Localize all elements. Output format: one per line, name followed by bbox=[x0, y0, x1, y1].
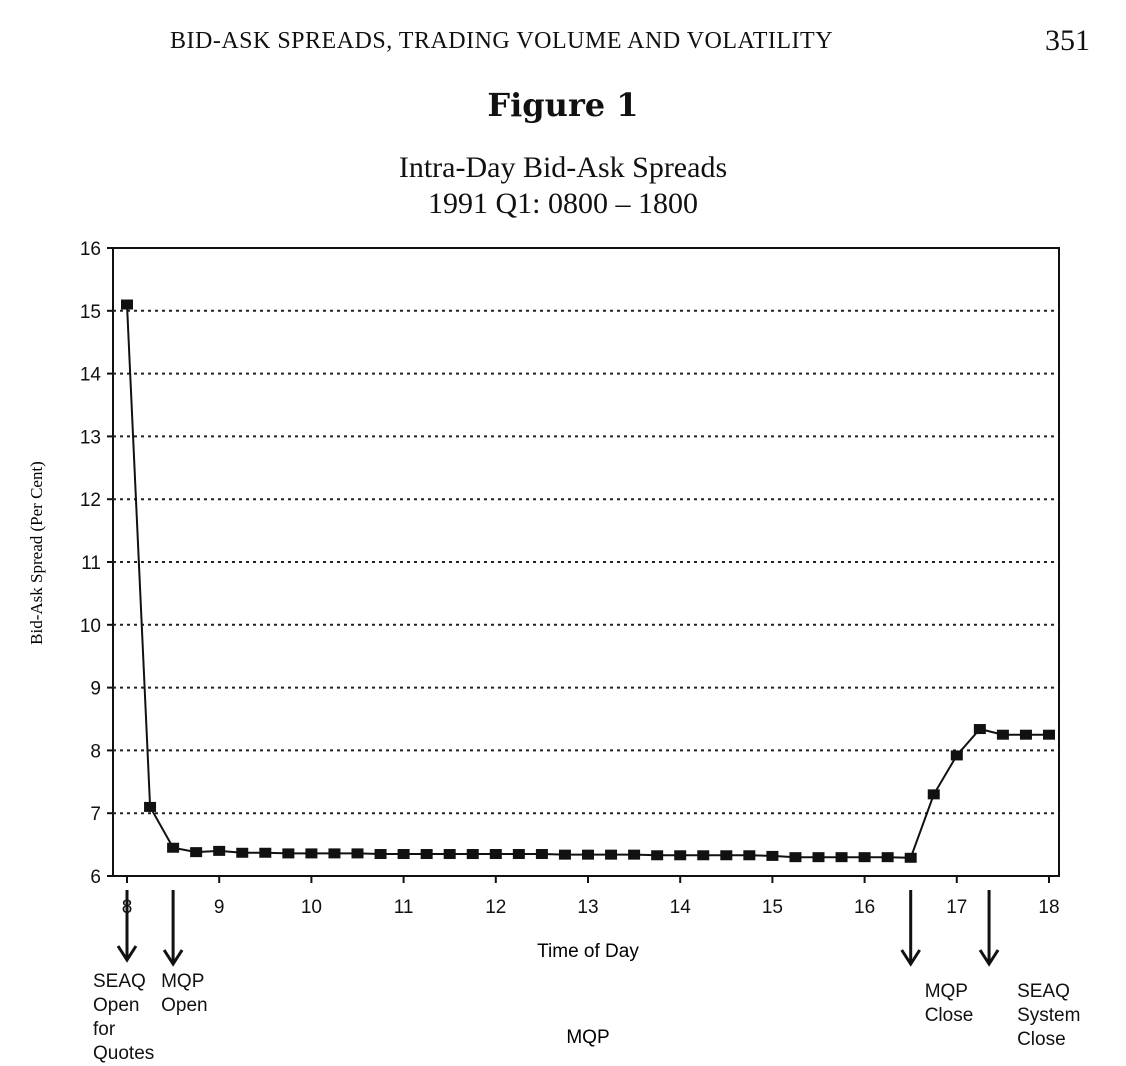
x-tick-label: 11 bbox=[394, 897, 414, 918]
x-tick-label: 15 bbox=[762, 897, 783, 918]
data-point bbox=[950, 750, 963, 761]
y-tick-label: 15 bbox=[80, 302, 101, 323]
annotation-arrowhead bbox=[116, 945, 138, 963]
running-head: BID-ASK SPREADS, TRADING VOLUME AND VOLA… bbox=[170, 28, 834, 54]
data-point bbox=[973, 724, 986, 735]
figure-label: Figure 1 bbox=[487, 86, 639, 124]
data-point bbox=[512, 849, 525, 860]
annotation-text: SEAQ bbox=[1017, 981, 1070, 1002]
data-point bbox=[720, 850, 733, 861]
period-label: MQP bbox=[566, 1027, 609, 1048]
data-point bbox=[996, 729, 1009, 740]
series-line bbox=[126, 304, 1049, 859]
y-tick-label: 12 bbox=[80, 490, 101, 511]
data-point bbox=[259, 847, 272, 858]
data-point bbox=[1019, 729, 1032, 740]
data-point bbox=[328, 848, 341, 859]
chart-subtitle: 1991 Q1: 0800 – 1800 bbox=[428, 187, 698, 220]
y-tick-label: 13 bbox=[80, 427, 101, 448]
y-tick-label: 16 bbox=[80, 239, 101, 260]
data-point bbox=[881, 852, 894, 863]
data-point bbox=[443, 849, 456, 860]
annotation-text: Close bbox=[1017, 1029, 1066, 1050]
data-point bbox=[420, 849, 433, 860]
y-axis-label: Bid-Ask Spread (Per Cent) bbox=[27, 461, 46, 645]
gridlines bbox=[113, 309, 1059, 815]
x-tick-label: 16 bbox=[854, 897, 875, 918]
annotation-text: Quotes bbox=[93, 1043, 154, 1064]
data-point bbox=[213, 845, 226, 856]
annotation-text: SEAQ bbox=[93, 971, 146, 992]
data-point bbox=[144, 801, 157, 812]
axes: 67891011121314151689101112131415161718 bbox=[80, 239, 1060, 918]
annotation-text: for bbox=[93, 1019, 116, 1040]
x-tick-label: 12 bbox=[485, 897, 506, 918]
data-point bbox=[858, 852, 871, 863]
data-point bbox=[558, 849, 571, 860]
x-axis-label: Time of Day bbox=[537, 941, 639, 962]
page-number: 351 bbox=[1045, 24, 1090, 57]
y-tick-label: 8 bbox=[90, 741, 101, 762]
annotation-arrowhead bbox=[162, 949, 184, 967]
series bbox=[121, 299, 1055, 863]
annotation-text: MQP bbox=[925, 981, 968, 1002]
data-point bbox=[904, 852, 917, 863]
x-tick-label: 14 bbox=[670, 897, 692, 918]
data-point bbox=[835, 852, 848, 863]
data-point bbox=[489, 849, 502, 860]
chart-title-block: Intra-Day Bid-Ask Spreads 1991 Q1: 0800 … bbox=[0, 150, 1126, 222]
y-tick-label: 7 bbox=[90, 804, 101, 825]
chart-title: Intra-Day Bid-Ask Spreads bbox=[398, 151, 728, 184]
x-tick-label: 17 bbox=[946, 897, 967, 918]
data-point bbox=[697, 850, 710, 861]
y-tick-label: 14 bbox=[80, 365, 102, 386]
annotation-text: Open bbox=[93, 995, 139, 1016]
x-tick-label: 13 bbox=[577, 897, 598, 918]
y-tick-label: 10 bbox=[80, 616, 101, 637]
data-point bbox=[351, 848, 364, 859]
annotation-text: MQP bbox=[161, 971, 204, 992]
data-point bbox=[1043, 729, 1055, 740]
y-tick-label: 6 bbox=[90, 867, 101, 888]
annotation-text: Close bbox=[925, 1005, 974, 1026]
data-point bbox=[374, 849, 387, 860]
data-point bbox=[167, 842, 180, 853]
data-point bbox=[582, 849, 594, 860]
data-point bbox=[305, 848, 318, 859]
annotation-text: Open bbox=[161, 995, 207, 1016]
data-point bbox=[397, 849, 410, 860]
y-tick-label: 11 bbox=[81, 553, 101, 574]
y-tick-label: 9 bbox=[90, 679, 101, 700]
data-point bbox=[927, 789, 940, 800]
data-point bbox=[190, 847, 203, 858]
x-tick-label: 18 bbox=[1038, 897, 1059, 918]
x-tick-label: 9 bbox=[214, 897, 225, 918]
data-point bbox=[282, 848, 295, 859]
data-point bbox=[812, 852, 825, 863]
data-point bbox=[236, 847, 249, 858]
annotation-arrowhead bbox=[900, 949, 921, 967]
annotation-arrowhead bbox=[978, 949, 1000, 967]
data-point bbox=[466, 849, 479, 860]
annotation-text: System bbox=[1017, 1005, 1080, 1026]
data-point bbox=[605, 849, 618, 860]
data-point bbox=[535, 849, 548, 860]
data-point bbox=[674, 850, 687, 861]
data-point bbox=[628, 849, 641, 860]
x-tick-label: 10 bbox=[301, 897, 322, 918]
data-point bbox=[789, 852, 802, 863]
data-point bbox=[651, 850, 664, 861]
data-point bbox=[743, 850, 756, 861]
data-point bbox=[766, 850, 779, 861]
data-point bbox=[121, 299, 133, 310]
annotations: SEAQ Open for Quotes MQP Open MQP Close SEAQ Syst… bbox=[93, 890, 1080, 1064]
